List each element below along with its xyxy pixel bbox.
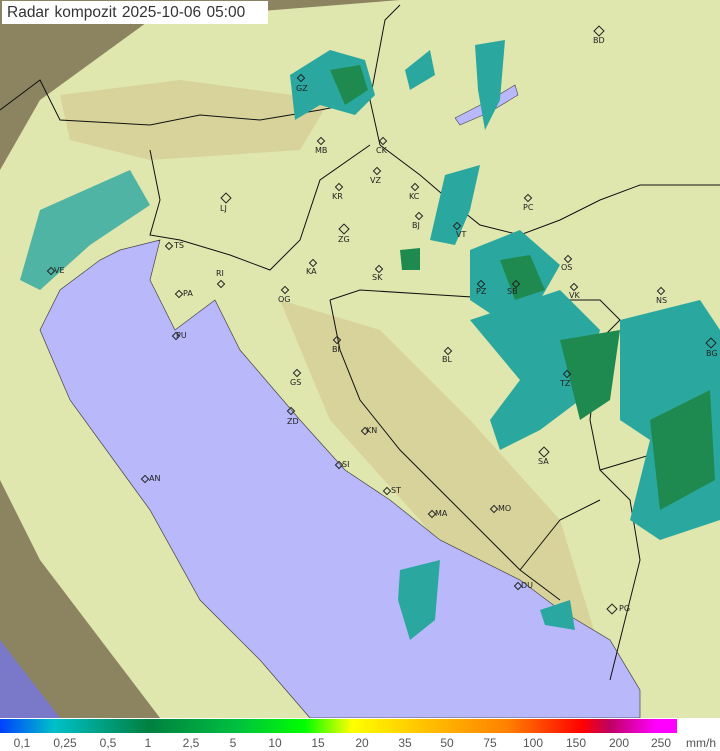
city-label: VK (569, 291, 580, 300)
radar-map (0, 0, 720, 718)
city-label: AN (149, 474, 161, 483)
city-label: PC (523, 203, 534, 212)
city-label: VE (54, 266, 65, 275)
city-label: BD (593, 36, 605, 45)
city-label: SB (507, 287, 518, 296)
city-label: MB (315, 146, 328, 155)
legend-tick: 1 (144, 736, 152, 750)
city-label: ST (391, 486, 401, 495)
city-label: TS (174, 241, 184, 250)
legend-tick: 15 (311, 736, 325, 750)
city-label: MA (435, 509, 448, 518)
adriatic-sea (39, 239, 641, 718)
city-label: SA (538, 457, 549, 466)
legend-tick: 0,1 (13, 736, 31, 750)
legend-tick: 2,5 (182, 736, 200, 750)
precipitation-color-scale (0, 719, 677, 733)
city-label: SI (342, 460, 350, 469)
legend-tick: 250 (650, 736, 672, 750)
city-label: VT (456, 230, 467, 239)
city-label: DU (521, 581, 534, 590)
city-label: PG (619, 604, 631, 613)
city-label: KR (332, 192, 343, 201)
city-label: RI (216, 269, 224, 278)
legend-tick: 100 (522, 736, 544, 750)
city-label: PU (176, 331, 187, 340)
city-label: GZ (296, 84, 308, 93)
legend-unit: mm/h (686, 736, 716, 750)
legend-tick: 5 (229, 736, 237, 750)
city-label: BG (706, 349, 718, 358)
city-label: NS (656, 296, 668, 305)
city-label: SK (372, 273, 383, 282)
city-label: CK (376, 146, 387, 155)
city-label: OS (561, 263, 573, 272)
city-label: LJ (220, 204, 227, 213)
legend-tick: 0,5 (99, 736, 117, 750)
legend-tick: 10 (268, 736, 282, 750)
legend-tick: 20 (355, 736, 369, 750)
legend-tick: 35 (398, 736, 412, 750)
map-title: Radar kompozit 2025-10-06 05:00 (2, 1, 268, 24)
city-label: KN (366, 426, 378, 435)
city-label: MO (498, 504, 512, 513)
city-label: PA (183, 289, 193, 298)
city-label: GS (290, 378, 302, 387)
city-label: VZ (370, 176, 381, 185)
city-label: OG (278, 295, 291, 304)
mountain-shading (60, 80, 600, 700)
legend-ticks: 0,1 0,25 0,5 1 2,5 5 10 15 20 35 50 75 1… (0, 736, 720, 751)
sea-bottom-left (0, 640, 60, 718)
city-label: BI (332, 345, 340, 354)
legend-tick: 50 (440, 736, 454, 750)
legend-tick: 0,25 (53, 736, 77, 750)
city-label: KC (409, 192, 420, 201)
city-label: TZ (560, 379, 571, 388)
legend-tick: 75 (483, 736, 497, 750)
legend-tick: 200 (608, 736, 630, 750)
city-label: ZD (287, 417, 299, 426)
city-label: BL (442, 355, 452, 364)
city-label: KA (306, 267, 317, 276)
radar-echoes (20, 40, 720, 640)
city-label: BJ (412, 221, 420, 230)
city-label: ZG (338, 235, 350, 244)
legend-tick: 150 (565, 736, 587, 750)
city-label: PZ (476, 287, 487, 296)
